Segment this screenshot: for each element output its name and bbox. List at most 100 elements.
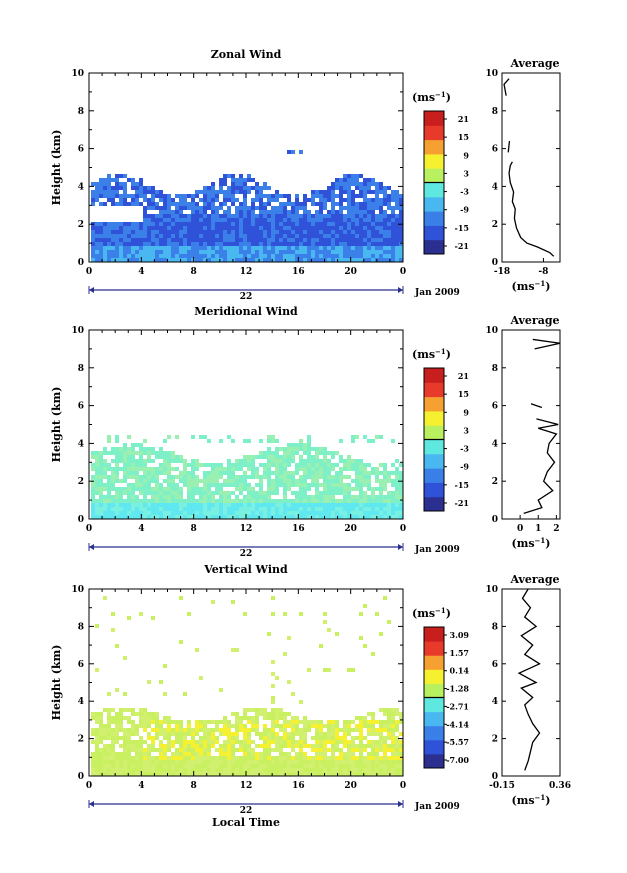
heatmap-cell: [123, 656, 127, 660]
heatmap-cell: [271, 764, 275, 768]
heatmap-cell: [235, 760, 239, 764]
heatmap-cell: [199, 503, 203, 507]
heatmap-cell: [263, 202, 267, 206]
heatmap-cell: [135, 515, 139, 519]
heatmap-cell: [287, 483, 291, 487]
heatmap-cell: [139, 467, 143, 471]
heatmap-cell: [287, 736, 291, 740]
heatmap-cell: [291, 744, 295, 748]
heatmap-cell: [339, 198, 343, 202]
heatmap-cell: [111, 258, 115, 262]
heatmap-cell: [375, 744, 379, 748]
heatmap-cell: [243, 744, 247, 748]
heatmap-cell: [303, 246, 307, 250]
heatmap-cell: [299, 218, 303, 222]
heatmap-cell: [299, 238, 303, 242]
heatmap-cell: [283, 507, 287, 511]
heatmap-cell: [99, 222, 103, 226]
heatmap-cell: [271, 596, 275, 600]
heatmap-cell: [143, 712, 147, 716]
heatmap-cell: [167, 242, 171, 246]
heatmap-cell: [339, 254, 343, 258]
heatmap-cell: [299, 515, 303, 519]
heatmap-cell: [323, 194, 327, 198]
heatmap-cell: [239, 258, 243, 262]
heatmap-cell: [367, 178, 371, 182]
heatmap-cell: [363, 230, 367, 234]
heatmap-cell: [123, 756, 127, 760]
heatmap-cell: [271, 483, 275, 487]
heatmap-cell: [299, 507, 303, 511]
heatmap-cell: [167, 202, 171, 206]
heatmap-cell: [275, 708, 279, 712]
heatmap-cell: [119, 487, 123, 491]
heatmap-cell: [391, 736, 395, 740]
heatmap-cell: [151, 250, 155, 254]
heatmap-cell: [183, 736, 187, 740]
heatmap-cell: [147, 459, 151, 463]
panel-title: Zonal Wind: [211, 48, 282, 61]
heatmap-cell: [119, 238, 123, 242]
heatmap-cell: [151, 487, 155, 491]
heatmap-cell: [207, 732, 211, 736]
heatmap-cell: [187, 206, 191, 210]
heatmap-cell: [183, 760, 187, 764]
heatmap-cell: [191, 250, 195, 254]
heatmap-cell: [195, 206, 199, 210]
heatmap-cell: [363, 716, 367, 720]
heatmap-cell: [295, 451, 299, 455]
heatmap-cell: [379, 190, 383, 194]
heatmap-cell: [275, 250, 279, 254]
colorbar-segment: [424, 396, 444, 401]
heatmap-cell: [359, 479, 363, 483]
heatmap-cell: [399, 202, 403, 206]
heatmap-cell: [263, 515, 267, 519]
heatmap-cell: [135, 487, 139, 491]
heatmap-cell: [231, 222, 235, 226]
heatmap-cell: [299, 764, 303, 768]
heatmap-cell: [327, 511, 331, 515]
heatmap-cell: [187, 491, 191, 495]
colorbar-segment: [424, 464, 444, 469]
profile-title: Average: [509, 314, 559, 327]
heatmap-cell: [255, 190, 259, 194]
heatmap-cell: [299, 234, 303, 238]
heatmap-cell: [331, 194, 335, 198]
heatmap-cell: [107, 194, 111, 198]
heatmap-cell: [303, 467, 307, 471]
heatmap-cell: [275, 258, 279, 262]
heatmap-cell: [331, 740, 335, 744]
heatmap-cell: [187, 230, 191, 234]
heatmap-cell: [199, 507, 203, 511]
heatmap-cell: [291, 475, 295, 479]
heatmap-cell: [263, 736, 267, 740]
heatmap-cell: [299, 768, 303, 772]
heatmap-cell: [323, 214, 327, 218]
heatmap-cell: [327, 467, 331, 471]
heatmap-cell: [303, 515, 307, 519]
heatmap-cell: [371, 218, 375, 222]
heatmap-cell: [215, 254, 219, 258]
panel-title: Vertical Wind: [203, 563, 288, 576]
heatmap-cell: [287, 258, 291, 262]
heatmap-cell: [247, 174, 251, 178]
heatmap-cell: [283, 242, 287, 246]
colorbar-segment: [424, 143, 444, 148]
heatmap-cell: [371, 728, 375, 732]
heatmap-cell: [299, 226, 303, 230]
heatmap-cell: [275, 507, 279, 511]
heatmap-cell: [143, 475, 147, 479]
heatmap-cell: [355, 210, 359, 214]
heatmap-cell: [295, 507, 299, 511]
heatmap-cell: [379, 499, 383, 503]
heatmap-cell: [151, 194, 155, 198]
heatmap-cell: [263, 740, 267, 744]
heatmap-cell: [319, 724, 323, 728]
heatmap-cell: [271, 439, 275, 443]
heatmap-cell: [103, 487, 107, 491]
heatmap-cell: [235, 479, 239, 483]
heatmap-cell: [359, 222, 363, 226]
heatmap-cell: [95, 712, 99, 716]
heatmap-cell: [243, 459, 247, 463]
